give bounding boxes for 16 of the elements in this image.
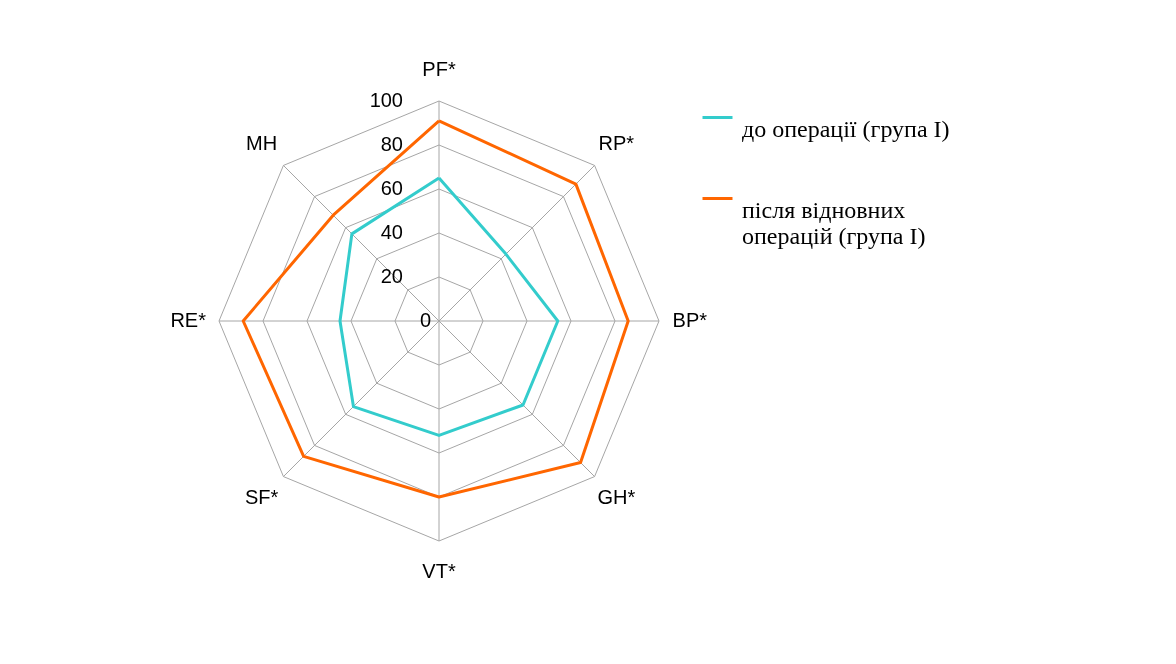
y-tick-label: 60: [380, 177, 403, 199]
spoke-label: RP*: [598, 131, 635, 154]
spoke-label: VT*: [422, 559, 456, 582]
y-tick-label: 0: [419, 309, 431, 331]
spoke-label: MH: [246, 131, 278, 154]
legend-label: до операції (група I): [742, 115, 950, 142]
y-tick-label: 100: [369, 89, 403, 111]
spoke-label: BP*: [672, 309, 708, 331]
spoke-label: PF*: [422, 58, 456, 81]
spoke-label: GH*: [597, 486, 636, 509]
y-tick-label: 40: [380, 221, 403, 243]
legend-label: після відновних операцій (група I): [742, 196, 926, 249]
spoke-label: RE*: [170, 309, 207, 331]
spoke-label: SF*: [244, 486, 279, 509]
y-tick-label: 80: [380, 133, 403, 155]
y-tick-label: 20: [380, 265, 403, 287]
